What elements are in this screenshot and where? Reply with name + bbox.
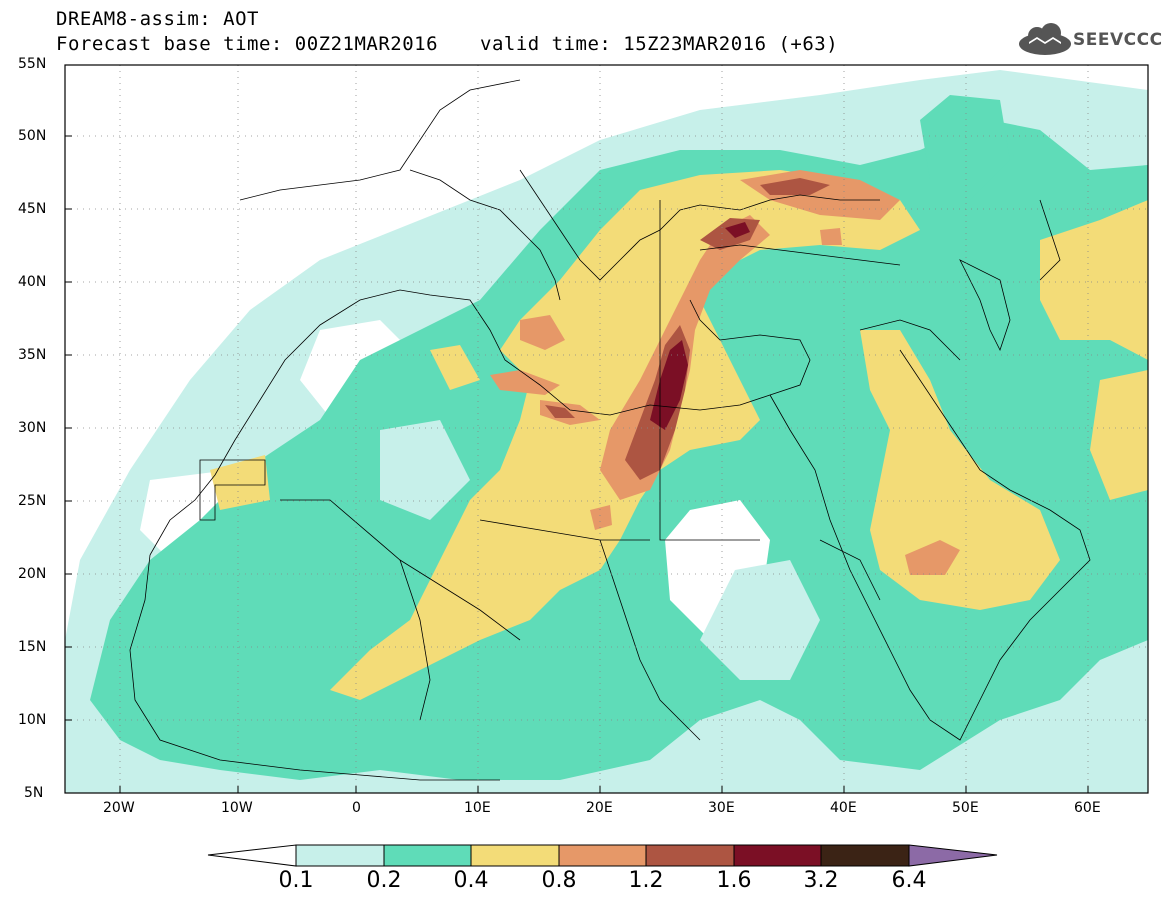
lon-label: 20E: [586, 800, 613, 816]
colorbar-label: 0.1: [278, 868, 314, 893]
colorbar-label: 0.8: [541, 868, 577, 893]
lat-label: 20N: [18, 566, 47, 582]
grid-lines: [65, 65, 1148, 793]
colorbar-bin-0.4: [470, 844, 560, 867]
colorbar-label: 0.4: [453, 868, 489, 893]
lon-label: 10E: [464, 800, 491, 816]
colorbar: [207, 844, 998, 867]
logo-text: SEEVCCC: [1073, 30, 1163, 50]
lat-label: 50N: [18, 128, 47, 144]
map-title: DREAM8-assim: AOT: [56, 8, 259, 30]
lat-label: 35N: [18, 347, 47, 363]
colorbar-label: 0.2: [366, 868, 402, 893]
colorbar-bin-1.2: [645, 844, 735, 867]
coastlines: [129, 79, 1091, 781]
colorbar-label: 3.2: [803, 868, 839, 893]
lat-label: 45N: [18, 201, 47, 217]
map-frame: [64, 64, 1149, 794]
colorbar-under: [207, 844, 297, 867]
lon-label: 40E: [830, 800, 857, 816]
lat-label: 55N: [18, 56, 47, 72]
lon-label: 20W: [103, 800, 135, 816]
axis-ticks: [65, 135, 1089, 793]
valid-time-label: valid time: 15Z23MAR2016 (+63): [480, 33, 839, 55]
colorbar-bin-3.2: [820, 844, 910, 867]
aot-field: [65, 65, 1148, 793]
colorbar-over: [908, 844, 998, 867]
base-time-label: Forecast base time: 00Z21MAR2016: [56, 33, 439, 55]
colorbar-bin-0.8: [558, 844, 647, 867]
lat-label: 25N: [18, 493, 47, 509]
colorbar-bin-0.1: [295, 844, 385, 867]
lat-label: 15N: [18, 639, 47, 655]
lon-label: 60E: [1074, 800, 1101, 816]
lon-label: 10W: [221, 800, 253, 816]
cloud-logo-icon: [1019, 23, 1071, 55]
lon-label: 50E: [952, 800, 979, 816]
colorbar-label: 1.6: [716, 868, 752, 893]
colorbar-label: 1.2: [628, 868, 664, 893]
lat-label: 5N: [24, 785, 44, 801]
lat-label: 10N: [18, 712, 47, 728]
lat-label: 30N: [18, 420, 47, 436]
colorbar-label: 6.4: [891, 868, 927, 893]
lon-label: 30E: [708, 800, 735, 816]
lat-label: 40N: [18, 274, 47, 290]
lon-label: 0: [352, 800, 361, 816]
colorbar-bin-0.2: [383, 844, 472, 867]
colorbar-bin-1.6: [733, 844, 822, 867]
